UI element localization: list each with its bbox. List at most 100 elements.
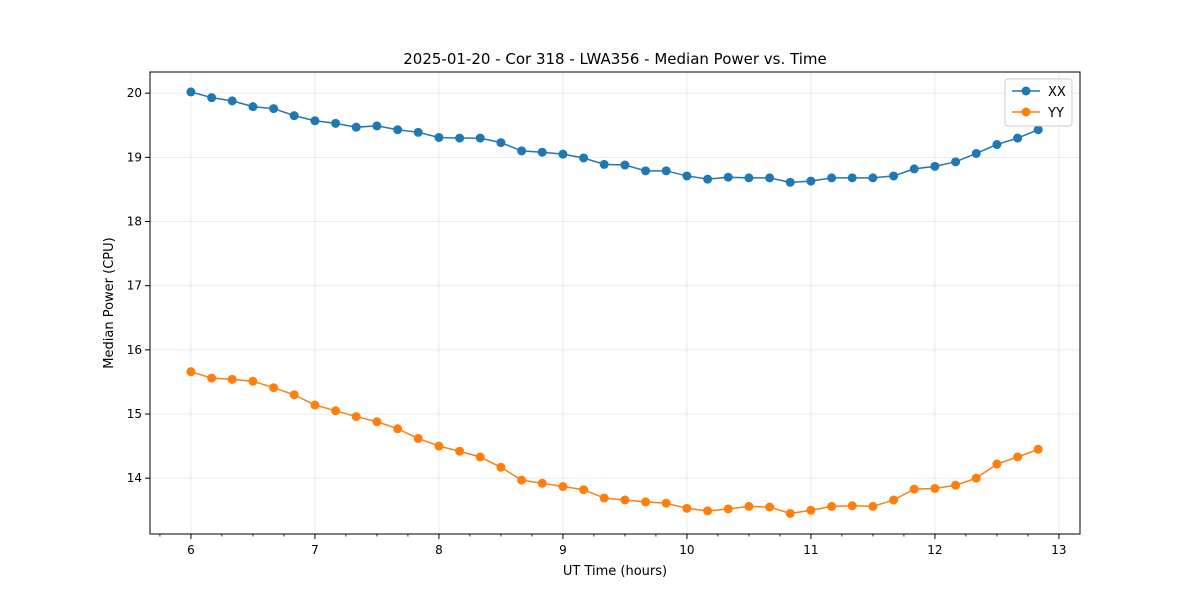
data-point-yy	[579, 485, 589, 495]
data-point-xx	[1033, 125, 1043, 135]
x-tick-label: 12	[927, 543, 942, 557]
data-point-yy	[806, 505, 816, 515]
y-tick-label: 19	[127, 150, 142, 164]
data-point-xx	[475, 133, 485, 143]
data-point-xx	[558, 149, 568, 159]
data-point-xx	[682, 171, 692, 181]
data-point-xx	[744, 173, 754, 183]
data-point-xx	[227, 96, 237, 106]
legend-marker-yy	[1021, 107, 1031, 117]
axis-ticks: 6 7 8 9 10 11 12 13 14 15 16 17 18 19 20	[127, 86, 1067, 557]
data-point-xx	[1013, 133, 1023, 143]
legend-marker-xx	[1021, 86, 1031, 96]
data-point-yy	[455, 446, 465, 456]
x-axis-label: UT Time (hours)	[563, 564, 667, 579]
data-point-yy	[785, 508, 795, 518]
legend-label-yy: YY	[1047, 106, 1064, 121]
data-point-yy	[868, 501, 878, 511]
data-point-xx	[765, 173, 775, 183]
data-point-xx	[641, 166, 651, 176]
data-point-xx	[785, 177, 795, 187]
data-point-yy	[310, 400, 320, 410]
data-point-xx	[434, 132, 444, 142]
data-point-xx	[186, 87, 196, 97]
data-point-yy	[930, 483, 940, 493]
data-point-yy	[186, 367, 196, 377]
data-point-xx	[331, 118, 341, 128]
data-point-xx	[537, 147, 547, 157]
data-point-xx	[248, 102, 258, 112]
x-tick-label: 10	[679, 543, 694, 557]
data-point-xx	[310, 116, 320, 126]
data-point-yy	[517, 475, 527, 485]
data-point-xx	[372, 121, 382, 131]
data-point-xx	[889, 171, 899, 181]
x-tick-label: 6	[187, 543, 195, 557]
series	[186, 87, 1043, 518]
data-point-yy	[661, 498, 671, 508]
data-point-xx	[455, 133, 465, 143]
data-point-yy	[413, 433, 423, 443]
x-tick-label: 7	[311, 543, 319, 557]
y-tick-label: 20	[127, 86, 142, 100]
data-point-xx	[289, 111, 299, 121]
data-point-xx	[951, 157, 961, 167]
data-point-yy	[248, 376, 258, 386]
data-point-xx	[806, 176, 816, 186]
data-point-xx	[930, 161, 940, 171]
data-point-yy	[951, 480, 961, 490]
data-point-yy	[620, 495, 630, 505]
data-point-xx	[413, 127, 423, 137]
data-point-yy	[1013, 452, 1023, 462]
data-point-yy	[723, 504, 733, 514]
data-point-yy	[207, 373, 217, 383]
x-tick-label: 11	[803, 543, 818, 557]
y-tick-label: 14	[127, 471, 142, 485]
legend-label-xx: XX	[1048, 85, 1066, 100]
data-point-xx	[269, 104, 279, 114]
data-point-xx	[703, 174, 713, 184]
data-point-yy	[331, 406, 341, 416]
legend: XX YY	[1004, 78, 1073, 127]
data-point-xx	[827, 173, 837, 183]
data-point-xx	[992, 140, 1002, 150]
data-point-xx	[661, 166, 671, 176]
data-point-yy	[496, 462, 506, 472]
data-point-yy	[289, 390, 299, 400]
data-point-yy	[1033, 444, 1043, 454]
data-point-yy	[558, 482, 568, 492]
y-tick-label: 17	[127, 279, 142, 293]
data-point-xx	[393, 125, 403, 135]
data-point-yy	[765, 502, 775, 512]
chart-title: 2025-01-20 - Cor 318 - LWA356 - Median P…	[403, 50, 827, 68]
data-point-yy	[351, 412, 361, 422]
data-point-yy	[475, 452, 485, 462]
x-tick-label: 8	[435, 543, 443, 557]
plot-area	[149, 71, 1081, 535]
data-point-xx	[599, 159, 609, 169]
data-point-yy	[269, 383, 279, 393]
data-point-xx	[847, 173, 857, 183]
data-point-yy	[537, 478, 547, 488]
data-point-xx	[620, 160, 630, 170]
data-point-yy	[682, 503, 692, 513]
data-point-yy	[827, 501, 837, 511]
x-tick-label: 9	[559, 543, 567, 557]
data-point-yy	[641, 497, 651, 507]
data-point-yy	[992, 459, 1002, 469]
data-point-yy	[744, 501, 754, 511]
grid	[150, 72, 1080, 534]
data-point-yy	[889, 495, 899, 505]
data-point-yy	[971, 473, 981, 483]
y-tick-label: 18	[127, 215, 142, 229]
x-tick-label: 13	[1051, 543, 1066, 557]
data-point-xx	[207, 93, 217, 103]
data-point-yy	[227, 374, 237, 384]
data-point-yy	[703, 506, 713, 516]
data-point-yy	[847, 501, 857, 511]
data-point-yy	[599, 493, 609, 503]
data-point-xx	[971, 148, 981, 158]
data-point-xx	[517, 146, 527, 156]
data-point-xx	[723, 172, 733, 182]
